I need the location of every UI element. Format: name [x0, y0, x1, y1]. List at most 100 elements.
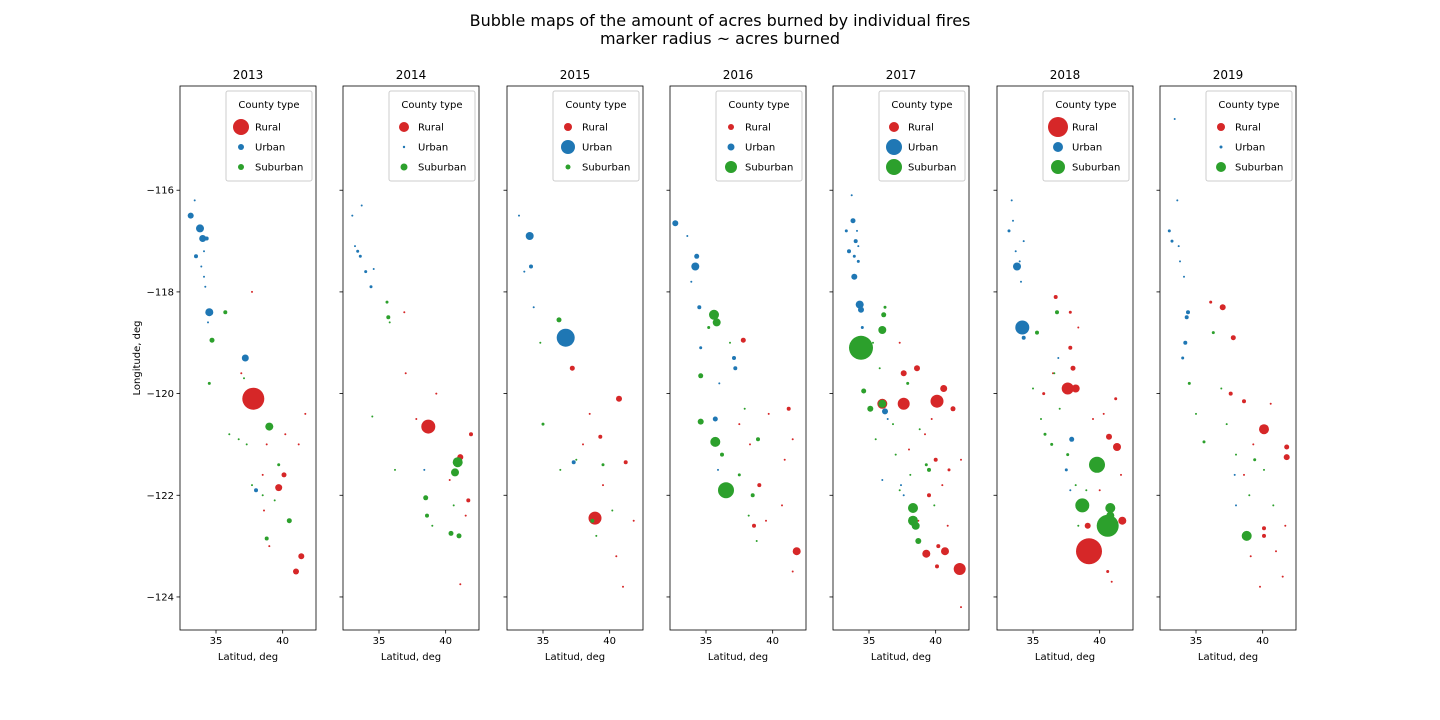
point-urban — [351, 214, 354, 217]
point-rural — [293, 568, 299, 575]
point-urban — [354, 245, 356, 248]
point-rural — [897, 397, 910, 410]
point-rural — [1071, 384, 1080, 393]
point-rural — [1242, 399, 1246, 404]
point-urban — [1235, 504, 1237, 507]
x-tick-label: 40 — [276, 636, 289, 647]
legend-box — [552, 90, 640, 182]
point-rural — [242, 387, 265, 410]
point-urban — [1020, 280, 1022, 283]
point-suburban — [1074, 484, 1077, 487]
legend-marker-suburban — [238, 164, 244, 170]
point-rural — [877, 398, 888, 409]
point-urban — [1181, 356, 1185, 360]
point-suburban — [709, 309, 719, 320]
legend-label: Suburban — [908, 163, 956, 174]
point-urban — [1173, 118, 1176, 120]
point-suburban — [697, 418, 704, 425]
legend: County type Rural Urban Suburban — [1042, 90, 1130, 182]
legend-marker-urban — [1219, 145, 1223, 149]
point-urban — [856, 259, 860, 263]
x-tick-label: 35 — [1190, 636, 1203, 647]
point-suburban — [881, 312, 887, 318]
point-urban — [732, 356, 736, 360]
point-rural — [623, 460, 628, 465]
point-urban — [205, 308, 214, 317]
point-suburban — [718, 482, 734, 499]
point-rural — [930, 394, 944, 408]
point-urban — [523, 270, 526, 273]
point-suburban — [1253, 458, 1257, 462]
point-rural — [457, 454, 464, 461]
point-urban — [1184, 315, 1189, 320]
point-suburban — [872, 341, 874, 344]
point-rural — [404, 372, 407, 375]
panel-title: 2013 — [233, 68, 264, 82]
point-urban — [203, 275, 205, 278]
point-suburban — [245, 443, 248, 446]
point-suburban — [394, 468, 396, 471]
point-urban — [1183, 275, 1185, 278]
point-rural — [1092, 418, 1094, 420]
panel-title: 2019 — [1213, 68, 1244, 82]
point-suburban — [265, 422, 274, 431]
point-suburban — [1058, 407, 1061, 410]
point-suburban — [1040, 418, 1042, 420]
point-urban — [1013, 262, 1021, 271]
point-suburban — [431, 524, 434, 527]
legend-marker-suburban — [1051, 160, 1065, 174]
point-suburban — [556, 317, 562, 323]
point-rural — [783, 458, 786, 461]
point-rural — [284, 433, 287, 436]
point-suburban — [878, 399, 887, 408]
point-urban — [194, 254, 198, 259]
point-suburban — [456, 533, 462, 539]
panel-title: 2016 — [723, 68, 754, 82]
point-urban — [853, 239, 858, 244]
point-suburban — [371, 415, 374, 418]
point-rural — [1106, 433, 1112, 440]
point-rural — [922, 549, 931, 558]
point-urban — [187, 212, 194, 219]
x-tick-label: 35 — [1027, 636, 1040, 647]
point-urban — [1177, 245, 1180, 248]
legend-marker-urban — [238, 144, 244, 150]
x-axis-label: Latitud, deg — [218, 652, 278, 663]
point-suburban — [909, 473, 912, 476]
point-urban — [203, 250, 205, 253]
point-rural — [582, 443, 584, 446]
point-suburban — [729, 341, 731, 344]
y-tick-label: −120 — [147, 389, 174, 400]
legend-marker-rural — [399, 122, 409, 132]
legend-title: County type — [401, 100, 462, 111]
point-suburban — [1263, 468, 1265, 471]
point-rural — [1113, 443, 1121, 451]
legend: County type Rural Urban Suburban — [225, 90, 313, 182]
x-tick-label: 35 — [863, 636, 876, 647]
point-suburban — [273, 499, 276, 502]
point-suburban — [906, 381, 910, 385]
legend-label: Rural — [745, 123, 771, 134]
point-suburban — [277, 463, 281, 467]
point-suburban — [878, 326, 887, 334]
point-urban — [697, 305, 702, 310]
point-rural — [602, 484, 604, 487]
legend: County type Rural Urban Suburban — [878, 90, 966, 182]
point-suburban — [867, 405, 874, 412]
legend-marker-urban — [561, 140, 575, 154]
point-suburban — [720, 452, 724, 457]
legend-marker-rural — [1048, 117, 1068, 137]
point-rural — [1284, 524, 1287, 527]
point-suburban — [878, 367, 881, 370]
point-rural — [757, 483, 762, 488]
point-rural — [1219, 304, 1226, 311]
legend-marker-rural — [233, 119, 249, 135]
legend-title: County type — [728, 100, 789, 111]
point-rural — [1053, 295, 1058, 299]
point-urban — [204, 236, 209, 241]
panel-title: 2015 — [560, 68, 591, 82]
point-suburban — [927, 467, 931, 472]
point-rural — [1061, 382, 1074, 395]
data-points — [844, 194, 966, 609]
plot-frame — [996, 85, 1134, 631]
